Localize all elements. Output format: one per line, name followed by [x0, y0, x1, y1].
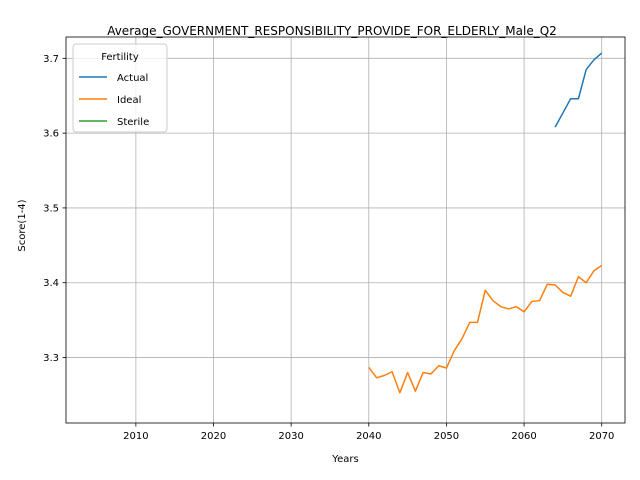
x-tick-label: 2010: [123, 431, 148, 442]
y-axis-label: Score(1-4): [17, 199, 28, 251]
y-tick-label: 3.6: [43, 129, 59, 140]
series-lines: [368, 52, 603, 394]
y-tick-label: 3.5: [43, 203, 59, 214]
legend-box: [72, 43, 168, 133]
series-line-ideal: [368, 264, 603, 394]
x-tick-label: 2050: [434, 431, 459, 442]
x-axis-label: Years: [331, 454, 358, 465]
series-line-actual: [554, 52, 603, 128]
x-tick-label: 2020: [201, 431, 226, 442]
x-tick-label: 2040: [356, 431, 381, 442]
legend-label-actual: Actual: [117, 73, 148, 84]
legend-label-ideal: Ideal: [117, 95, 141, 106]
y-tick-label: 3.3: [43, 353, 59, 364]
y-tick-label: 3.7: [43, 54, 59, 65]
legend-title: Fertility: [101, 52, 139, 63]
plot-frame: [65, 36, 626, 424]
chart-title: Average_GOVERNMENT_RESPONSIBILITY_PROVID…: [107, 24, 557, 38]
x-tick-label: 2060: [511, 431, 536, 442]
y-tick-label: 3.4: [43, 278, 59, 289]
legend-items: Actual Ideal Sterile: [79, 73, 149, 128]
axis-ticks: 2010 2020 2030 2040 2050 2060 2070 3.3 3.4 3.5 3.6…: [43, 54, 614, 442]
x-tick-label: 2070: [589, 431, 614, 442]
x-tick-label: 2030: [278, 431, 303, 442]
legend: Fertility Actual Ideal Sterile: [72, 43, 168, 133]
legend-label-sterile: Sterile: [117, 117, 149, 128]
